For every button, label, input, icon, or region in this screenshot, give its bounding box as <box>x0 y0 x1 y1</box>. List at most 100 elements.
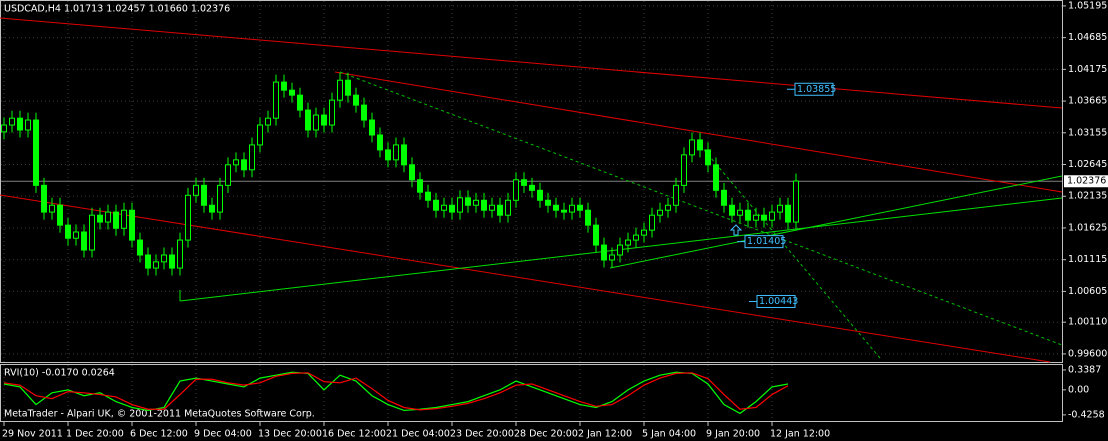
candle-body <box>265 117 271 126</box>
candle-body <box>497 204 503 216</box>
candle-body <box>369 119 375 136</box>
y-tick-label: 0.99600 <box>1068 348 1107 359</box>
trend-lines <box>0 17 1063 363</box>
candle-body <box>657 209 663 216</box>
candle-body <box>321 114 327 126</box>
x-tick-label: 16 Dec 12:00 <box>322 429 386 440</box>
candle-body <box>545 199 551 206</box>
x-tick-label: 29 Nov 2011 <box>2 429 63 440</box>
price-label-box <box>756 294 796 308</box>
y-tick-label: 1.02645 <box>1068 159 1107 170</box>
candle-body <box>105 211 111 223</box>
candle-body <box>1 124 7 133</box>
candle-body <box>665 204 671 211</box>
x-tick-label: 28 Dec 20:00 <box>514 429 578 440</box>
candle-body <box>185 194 191 241</box>
x-tick-label: 5 Jan 04:00 <box>642 429 696 440</box>
candle-body <box>169 254 175 269</box>
candle-body <box>761 214 767 221</box>
candle-body <box>377 134 383 151</box>
candle-body <box>601 244 607 261</box>
candle-body <box>681 154 687 186</box>
y-tick-label: 0.3387 <box>1068 364 1101 375</box>
indicator-line <box>3 372 789 411</box>
candles <box>1 72 799 276</box>
candle-body <box>241 159 247 171</box>
y-tick-label: 1.00110 <box>1068 317 1107 328</box>
candle-body <box>33 119 39 186</box>
candle-body <box>113 211 119 229</box>
candle-body <box>473 199 479 206</box>
candle-body <box>561 209 567 213</box>
candle-body <box>505 199 511 216</box>
candle-body <box>97 214 103 223</box>
chart-title: USDCAD,H4 1.01713 1.02457 1.01660 1.0237… <box>4 4 230 15</box>
candle-body <box>401 144 407 166</box>
candle-body <box>417 179 423 193</box>
candle-body <box>201 184 207 206</box>
candle-body <box>145 254 151 269</box>
candle-body <box>585 209 591 226</box>
x-tick-label: 2 Jan 12:00 <box>578 429 632 440</box>
candle-body <box>713 164 719 191</box>
candle-body <box>17 117 23 131</box>
x-tick-label: 6 Dec 12:00 <box>130 429 188 440</box>
candle-body <box>449 204 455 213</box>
indicator-title: RVI(10) -0.0170 0.0264 <box>4 368 115 379</box>
candle-body <box>625 239 631 246</box>
price-label-box <box>744 235 784 249</box>
candle-body <box>305 109 311 131</box>
y-tick-label: 1.04175 <box>1068 64 1107 75</box>
candle-body <box>41 184 47 213</box>
candle-body <box>729 204 735 216</box>
candle-body <box>233 159 239 166</box>
candle-body <box>329 99 335 126</box>
candle-body <box>137 239 143 256</box>
current-price-box <box>1064 175 1108 188</box>
main-panel-frame <box>0 0 1063 363</box>
candle-body <box>313 114 319 131</box>
candle-body <box>177 239 183 269</box>
y-tick-label: 0.00 <box>1068 384 1089 395</box>
green-dotted-line <box>699 144 881 359</box>
candle-body <box>225 164 231 186</box>
candle-body <box>529 184 535 191</box>
x-tick-label: 23 Dec 20:00 <box>450 429 514 440</box>
price-label: 1.03855 <box>797 84 836 95</box>
candle-body <box>57 204 63 226</box>
price-label: 1.01405 <box>747 236 786 247</box>
candle-body <box>457 197 463 213</box>
red-trendline <box>0 17 1063 109</box>
chart-objects <box>0 1 1062 421</box>
candle-body <box>489 204 495 211</box>
footer: MetaTrader - Alpari UK, © 2001-2011 Meta… <box>4 409 315 420</box>
candle-body <box>337 79 343 101</box>
candle-body <box>49 204 55 213</box>
y-tick-label: 1.01625 <box>1068 222 1107 233</box>
candle-body <box>649 214 655 231</box>
candle-body <box>569 204 575 213</box>
candle-body <box>721 189 727 206</box>
indicator-panel-frame <box>0 364 1063 422</box>
x-tick-label: 21 Dec 04:00 <box>386 429 450 440</box>
x-tick-label: 9 Jan 20:00 <box>706 429 760 440</box>
candle-body <box>217 184 223 213</box>
candle-body <box>345 79 351 96</box>
candle-body <box>393 144 399 161</box>
candle-body <box>441 204 447 211</box>
candle-body <box>257 124 263 146</box>
x-tick-label: 13 Dec 20:00 <box>258 429 322 440</box>
candle-body <box>281 81 287 91</box>
candle-body <box>521 179 527 186</box>
candle-body <box>633 234 639 241</box>
price-label: 1.00443 <box>759 296 798 307</box>
candle-body <box>153 261 159 269</box>
candle-body <box>81 231 87 251</box>
candle-body <box>129 209 135 241</box>
candle-body <box>409 164 415 181</box>
candle-body <box>193 184 199 196</box>
candle-body <box>745 209 751 221</box>
candle-body <box>481 199 487 211</box>
candle-body <box>73 231 79 239</box>
